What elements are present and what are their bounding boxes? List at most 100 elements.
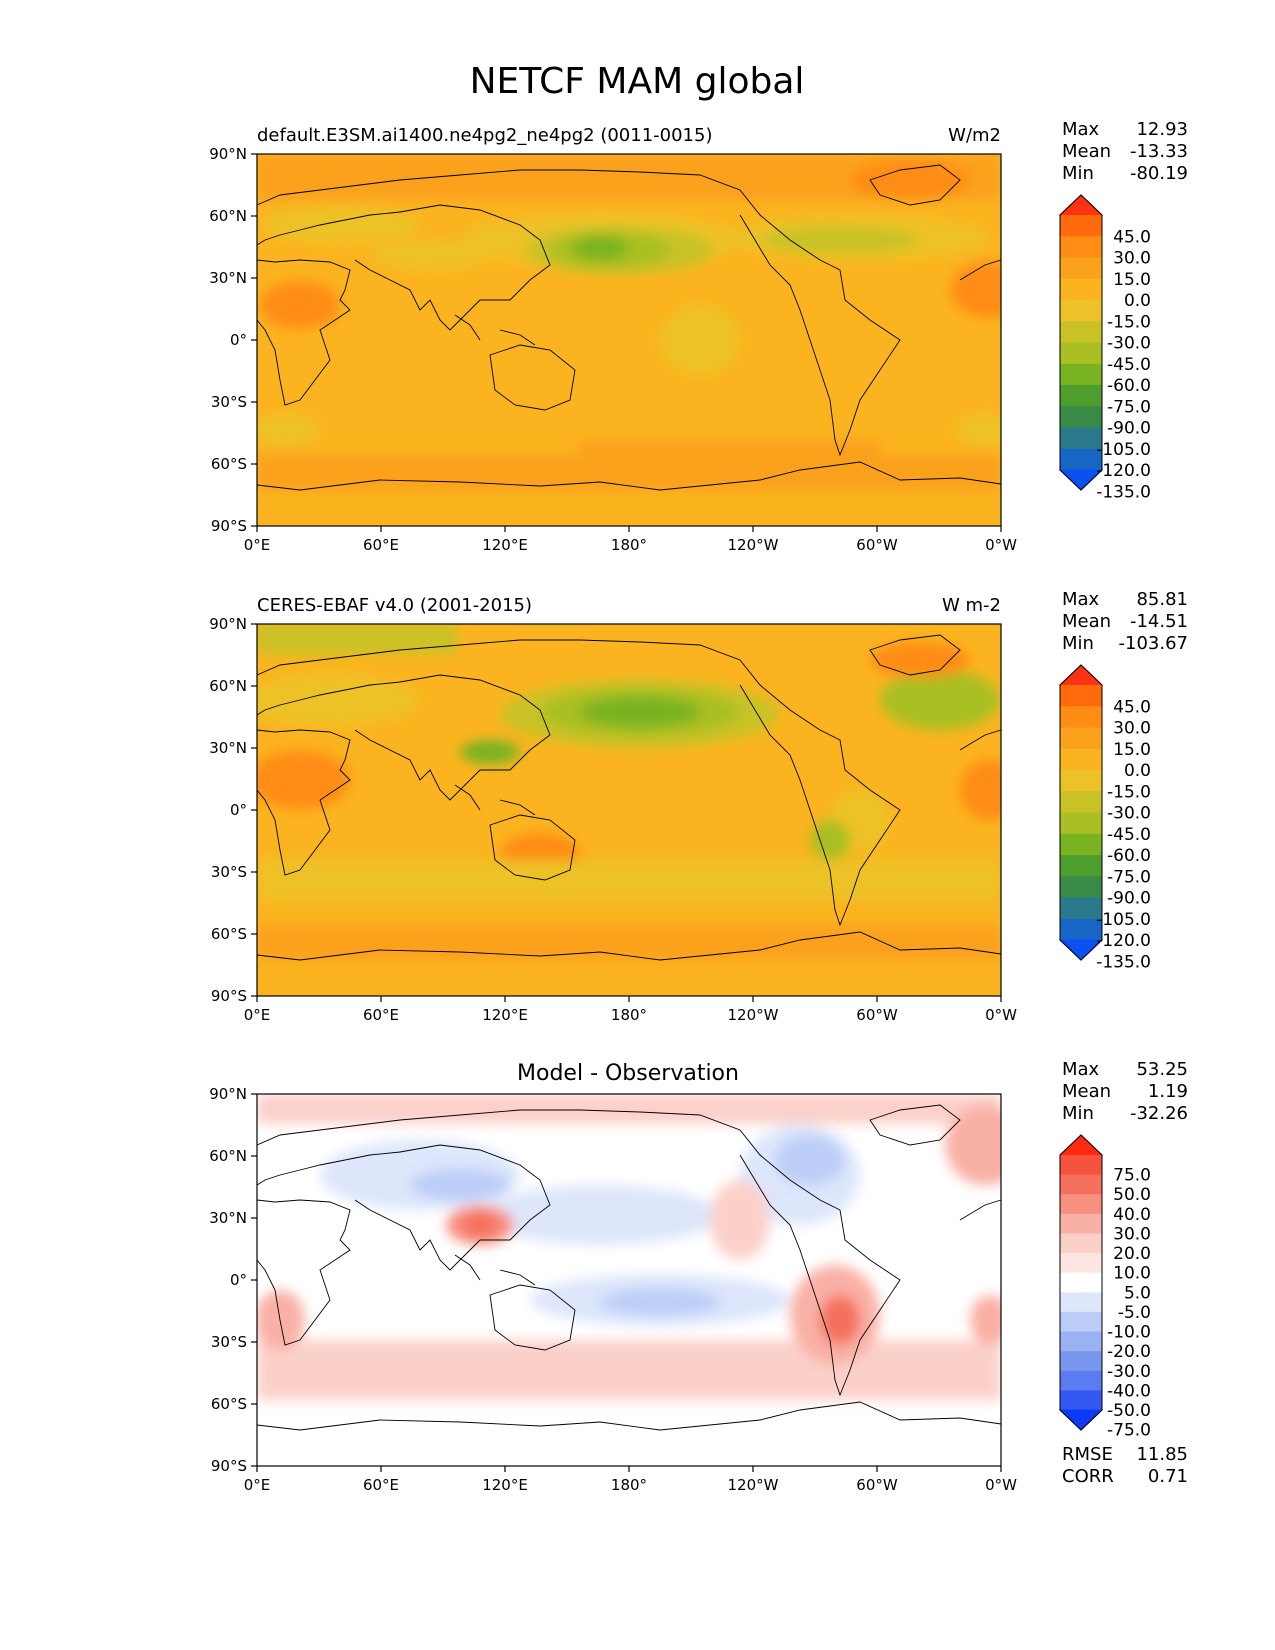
- y-tick-label: 90°S: [211, 1457, 247, 1475]
- panel-diff-title: Model - Observation: [517, 1061, 739, 1086]
- stat-min-label: Min: [1062, 633, 1094, 654]
- colorbar-tick-label: -75.0: [1107, 867, 1151, 887]
- y-tick-label: 60°S: [211, 455, 247, 473]
- panel-diff-stats: Max 53.25 Mean 1.19 Min -32.26: [1062, 1059, 1188, 1124]
- colorbar-swatch: [1060, 876, 1102, 898]
- colorbar-swatch: [1060, 448, 1102, 471]
- colorbar-swatch: [1060, 215, 1102, 237]
- x-tick-label: 120°E: [482, 536, 528, 554]
- panel-diff-xaxis: 0°E 60°E 120°E 180° 120°W 60°W 0°W: [244, 1466, 1017, 1494]
- colorbar-extend-top: [1058, 194, 1104, 216]
- colorbar-swatch: [1060, 406, 1102, 428]
- panel-diff-map: [256, 1093, 1002, 1467]
- colorbar-tick-label: -5.0: [1118, 1303, 1151, 1323]
- panel-obs-title-right: W m-2: [942, 595, 1001, 616]
- colorbar-tick-label: -135.0: [1096, 952, 1151, 972]
- panel-model-title-right: W/m2: [948, 125, 1001, 146]
- colorbar-swatch: [1060, 427, 1102, 450]
- stat-mean-value: 1.19: [1148, 1081, 1188, 1102]
- colorbar-swatch: [1060, 257, 1102, 280]
- y-tick-label: 60°N: [209, 677, 247, 695]
- stat-max-value: 85.81: [1136, 589, 1188, 610]
- x-tick-label: 120°W: [728, 1476, 779, 1494]
- colorbar-tick-label: -45.0: [1107, 825, 1151, 845]
- colorbar-tick-label: 45.0: [1113, 227, 1151, 247]
- metric-corr-label: CORR: [1062, 1466, 1114, 1487]
- x-tick-label: 0°E: [244, 1476, 271, 1494]
- colorbar-swatch: [1060, 1194, 1102, 1215]
- colorbar-swatch: [1060, 897, 1102, 920]
- y-tick-label: 30°N: [209, 269, 247, 287]
- y-tick-label: 90°N: [209, 145, 247, 163]
- metric-rmse-value: 11.85: [1136, 1444, 1188, 1465]
- colorbar-tick-label: -90.0: [1107, 419, 1151, 439]
- stat-max-label: Max: [1062, 1059, 1100, 1080]
- colorbar-tick-label: 20.0: [1113, 1244, 1151, 1264]
- x-tick-label: 180°: [611, 1476, 647, 1494]
- colorbar-swatch: [1060, 748, 1102, 771]
- stat-max-label: Max: [1062, 119, 1100, 140]
- y-tick-label: 60°N: [209, 1147, 247, 1165]
- panel-obs-yaxis: 90°N 60°N 30°N 0° 30°S 60°S 90°S: [209, 615, 257, 1005]
- colorbar-swatch: [1060, 236, 1102, 258]
- stat-max-value: 53.25: [1136, 1059, 1188, 1080]
- colorbar-swatch: [1060, 1390, 1102, 1411]
- panel-obs-colorbar: 45.030.015.00.0-15.0-30.0-45.0-60.0-75.0…: [1058, 664, 1151, 972]
- panel-model-colorbar: 45.030.015.00.0-15.0-30.0-45.0-60.0-75.0…: [1058, 194, 1151, 502]
- x-tick-label: 0°E: [244, 1006, 271, 1024]
- y-tick-label: 30°S: [211, 863, 247, 881]
- colorbar-tick-label: -105.0: [1096, 910, 1151, 930]
- panel-model-stats: Max 12.93 Mean -13.33 Min -80.19: [1062, 119, 1188, 184]
- colorbar-swatch: [1060, 1351, 1102, 1372]
- y-tick-label: 90°S: [211, 517, 247, 535]
- colorbar-outline: [1059, 664, 1103, 961]
- colorbar-outline: [1059, 1134, 1103, 1431]
- figure-title: NETCF MAM global: [470, 61, 805, 102]
- y-tick-label: 60°S: [211, 925, 247, 943]
- y-tick-label: 0°: [230, 1271, 247, 1289]
- coastlines: [256, 164, 1002, 491]
- colorbar-extend-bottom: [1058, 1409, 1104, 1431]
- panel-model-xaxis: 0°E 60°E 120°E 180° 120°W 60°W 0°W: [244, 526, 1017, 554]
- colorbar-tick-label: 5.0: [1124, 1283, 1151, 1303]
- y-tick-label: 30°S: [211, 393, 247, 411]
- x-tick-label: 60°E: [363, 1006, 399, 1024]
- y-tick-label: 30°N: [209, 739, 247, 757]
- x-tick-label: 180°: [611, 536, 647, 554]
- x-tick-label: 120°W: [728, 536, 779, 554]
- x-tick-label: 120°W: [728, 1006, 779, 1024]
- stat-min-value: -32.26: [1130, 1103, 1188, 1124]
- colorbar-swatch: [1060, 342, 1102, 365]
- y-tick-label: 90°S: [211, 987, 247, 1005]
- colorbar-tick-label: 0.0: [1124, 761, 1151, 781]
- colorbar-tick-label: 75.0: [1113, 1166, 1151, 1186]
- colorbar-swatch: [1060, 363, 1102, 386]
- x-tick-label: 0°W: [985, 1476, 1017, 1494]
- stat-mean-label: Mean: [1062, 611, 1111, 632]
- y-tick-label: 60°N: [209, 207, 247, 225]
- panel-diff-colorbar: 75.050.040.030.020.010.05.0-5.0-10.0-20.…: [1058, 1134, 1151, 1441]
- stat-max-label: Max: [1062, 589, 1100, 610]
- colorbar-swatch: [1060, 727, 1102, 750]
- colorbar-swatch: [1060, 791, 1102, 813]
- panel-model: default.E3SM.ai1400.ne4pg2_ne4pg2 (0011-…: [209, 119, 1188, 554]
- colorbar-swatch: [1060, 1253, 1102, 1274]
- colorbar-tick-label: -105.0: [1096, 440, 1151, 460]
- colorbar-swatch: [1060, 685, 1102, 707]
- colorbar-tick-label: 15.0: [1113, 740, 1151, 760]
- colorbar-tick-label: -90.0: [1107, 889, 1151, 909]
- stat-min-value: -80.19: [1130, 163, 1188, 184]
- panel-diff-metrics: RMSE 11.85 CORR 0.71: [1062, 1444, 1188, 1487]
- colorbar-swatch: [1060, 278, 1102, 301]
- colorbar-swatch: [1060, 706, 1102, 728]
- x-tick-label: 0°W: [985, 1006, 1017, 1024]
- x-tick-label: 120°E: [482, 1006, 528, 1024]
- stat-min-label: Min: [1062, 1103, 1094, 1124]
- panel-model-yaxis: 90°N 60°N 30°N 0° 30°S 60°S 90°S: [209, 145, 257, 535]
- x-tick-label: 180°: [611, 1006, 647, 1024]
- colorbar-tick-label: -60.0: [1107, 376, 1151, 396]
- colorbar-extend-top: [1058, 1134, 1104, 1156]
- stat-mean-value: -13.33: [1130, 141, 1188, 162]
- panel-model-title-left: default.E3SM.ai1400.ne4pg2_ne4pg2 (0011-…: [257, 125, 712, 146]
- colorbar-tick-label: 10.0: [1113, 1264, 1151, 1284]
